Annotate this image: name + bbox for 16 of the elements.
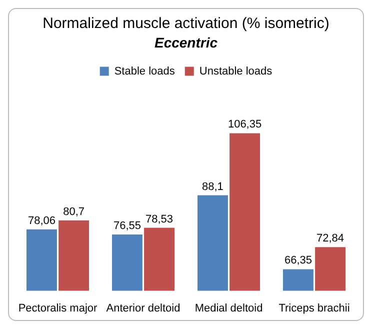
data-label: 66,35: [284, 254, 312, 267]
x-tick-label: Pectoralis major: [18, 302, 98, 314]
x-tick-label: Triceps brachii: [278, 302, 350, 314]
data-label: 78,06: [28, 214, 56, 227]
data-label: 88,1: [202, 180, 224, 193]
x-tick-label: Medial deltoid: [194, 302, 263, 314]
data-label: 78,53: [146, 213, 174, 226]
data-label: 76,55: [113, 220, 141, 232]
chart-title: Normalized muscle activation (% isometric): [42, 15, 330, 32]
data-label: 80,7: [63, 206, 84, 218]
x-tick-label: Anterior deltoid: [106, 302, 180, 314]
data-label: 72,84: [316, 232, 344, 245]
legend-label: Stable loads: [114, 65, 176, 78]
data-label: 106,35: [228, 118, 262, 131]
legend-label: Unstable loads: [199, 65, 273, 78]
chart-subtitle: Eccentric: [154, 34, 218, 50]
